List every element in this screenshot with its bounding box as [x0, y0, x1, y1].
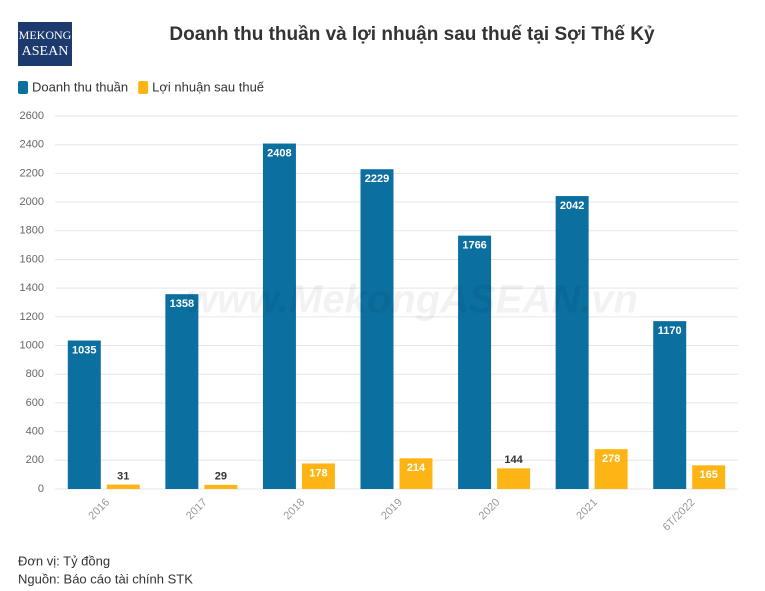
x-tick-label: 6T/2022	[661, 496, 698, 533]
y-tick-label: 1200	[20, 311, 44, 323]
legend-label: Lợi nhuận sau thuế	[152, 79, 265, 94]
bar	[497, 468, 531, 489]
y-tick-label: 800	[26, 368, 44, 380]
bar	[165, 294, 199, 489]
value-label: 1766	[462, 240, 486, 252]
logo-text: ASEAN	[22, 44, 69, 59]
y-tick-label: 600	[26, 397, 44, 409]
logo-text: MEKONG	[19, 28, 72, 42]
bar	[594, 449, 628, 489]
value-label: 1170	[658, 325, 682, 337]
legend-swatch	[18, 81, 28, 94]
value-label: 1358	[170, 298, 194, 310]
y-tick-label: 1400	[20, 282, 44, 294]
bar	[360, 169, 394, 489]
bar	[301, 463, 335, 489]
bar	[692, 465, 726, 489]
value-label: 144	[504, 454, 523, 466]
value-label: 214	[407, 462, 426, 474]
x-tick-label: 2016	[86, 496, 112, 522]
bar	[262, 143, 296, 489]
value-label: 2408	[267, 147, 291, 159]
bar	[67, 340, 101, 489]
bar	[458, 235, 492, 489]
bar	[204, 484, 238, 489]
y-tick-label: 2200	[20, 167, 44, 179]
legend-swatch	[138, 81, 149, 94]
y-tick-label: 1000	[20, 339, 44, 351]
x-tick-label: 2019	[379, 496, 405, 522]
bar	[106, 484, 140, 489]
value-label: 178	[309, 467, 327, 479]
value-label: 2042	[560, 200, 584, 212]
y-tick-label: 200	[26, 454, 44, 466]
note: Nguồn: Báo cáo tài chính STK	[18, 571, 193, 586]
value-label: 165	[700, 469, 718, 481]
y-tick-label: 2000	[20, 196, 44, 208]
bar	[555, 196, 589, 489]
y-tick-label: 0	[38, 483, 44, 495]
bar	[399, 458, 433, 489]
x-tick-label: 2021	[574, 496, 600, 522]
x-tick-label: 2020	[477, 496, 503, 522]
value-label: 31	[117, 470, 129, 482]
x-tick-label: 2017	[184, 496, 210, 522]
value-label: 1035	[72, 344, 96, 356]
watermark: www.MekongASEAN.vn	[186, 278, 638, 322]
y-tick-label: 1800	[20, 225, 44, 237]
legend-label: Doanh thu thuần	[32, 79, 128, 94]
y-tick-label: 2600	[20, 110, 44, 122]
note: Đơn vị: Tỷ đồng	[18, 553, 110, 568]
value-label: 29	[215, 471, 227, 483]
bar	[653, 321, 687, 489]
y-tick-label: 2400	[20, 139, 44, 151]
value-label: 2229	[365, 173, 389, 185]
value-label: 278	[602, 453, 620, 465]
y-tick-label: 400	[26, 426, 44, 438]
x-tick-label: 2018	[282, 496, 308, 522]
y-tick-label: 1600	[20, 253, 44, 265]
logo-box	[18, 22, 72, 66]
chart-title: Doanh thu thuần và lợi nhuận sau thuế tạ…	[169, 24, 655, 45]
